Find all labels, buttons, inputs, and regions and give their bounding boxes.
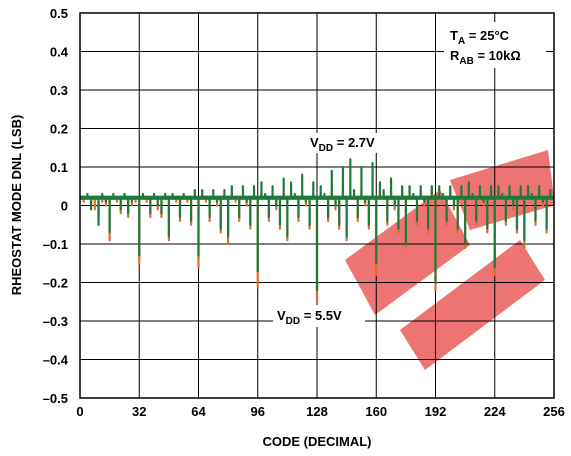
x-axis-label: CODE (DECIMAL) <box>262 434 371 449</box>
conditions-box <box>444 22 546 68</box>
y-axis-label: RHEOSTAT MODE DNL (LSB) <box>9 115 24 296</box>
y-tick-labels: 0.5 0.4 0.3 0.2 0.1 0 –0.1 –0.2 –0.3 –0.4 –0.5 <box>43 6 69 406</box>
rab-label: RAB = 10kΩ <box>450 48 521 67</box>
series-label-vdd-5-5: VDD = 5.5V <box>277 308 342 327</box>
y-tick-label: 0.4 <box>50 45 69 60</box>
y-tick-label: 0.1 <box>50 160 68 175</box>
vdd55-label-bg <box>273 305 365 327</box>
y-tick-label: –0.5 <box>43 391 68 406</box>
y-tick-label: –0.1 <box>43 237 68 252</box>
y-tick-label: 0.2 <box>50 122 68 137</box>
x-tick-labels: 0 32 64 96 128 160 192 224 256 <box>76 404 564 419</box>
x-tick-label: 128 <box>306 404 328 419</box>
y-tick-label: –0.2 <box>43 276 68 291</box>
x-tick-label: 32 <box>132 404 146 419</box>
x-tick-label: 0 <box>76 404 83 419</box>
y-tick-label: –0.4 <box>43 353 69 368</box>
x-tick-label: 224 <box>484 404 506 419</box>
x-tick-label: 96 <box>251 404 265 419</box>
plot-frame <box>79 12 555 399</box>
x-tick-label: 64 <box>191 404 206 419</box>
vdd27-label-bg <box>306 133 394 153</box>
x-tick-label: 256 <box>543 404 565 419</box>
y-tick-label: 0.5 <box>50 6 68 21</box>
series-1 <box>80 158 554 292</box>
series-label-vdd-2-7: VDD = 2.7V <box>310 135 375 154</box>
y-tick-label: –0.3 <box>43 314 68 329</box>
ta-label: TA = 25°C <box>450 28 510 47</box>
x-tick-label: 192 <box>425 404 447 419</box>
y-tick-label: 0.3 <box>50 83 68 98</box>
y-tick-label: 0 <box>61 199 68 214</box>
series-layer <box>80 158 554 303</box>
x-tick-label: 160 <box>365 404 387 419</box>
plot-area <box>79 12 555 399</box>
